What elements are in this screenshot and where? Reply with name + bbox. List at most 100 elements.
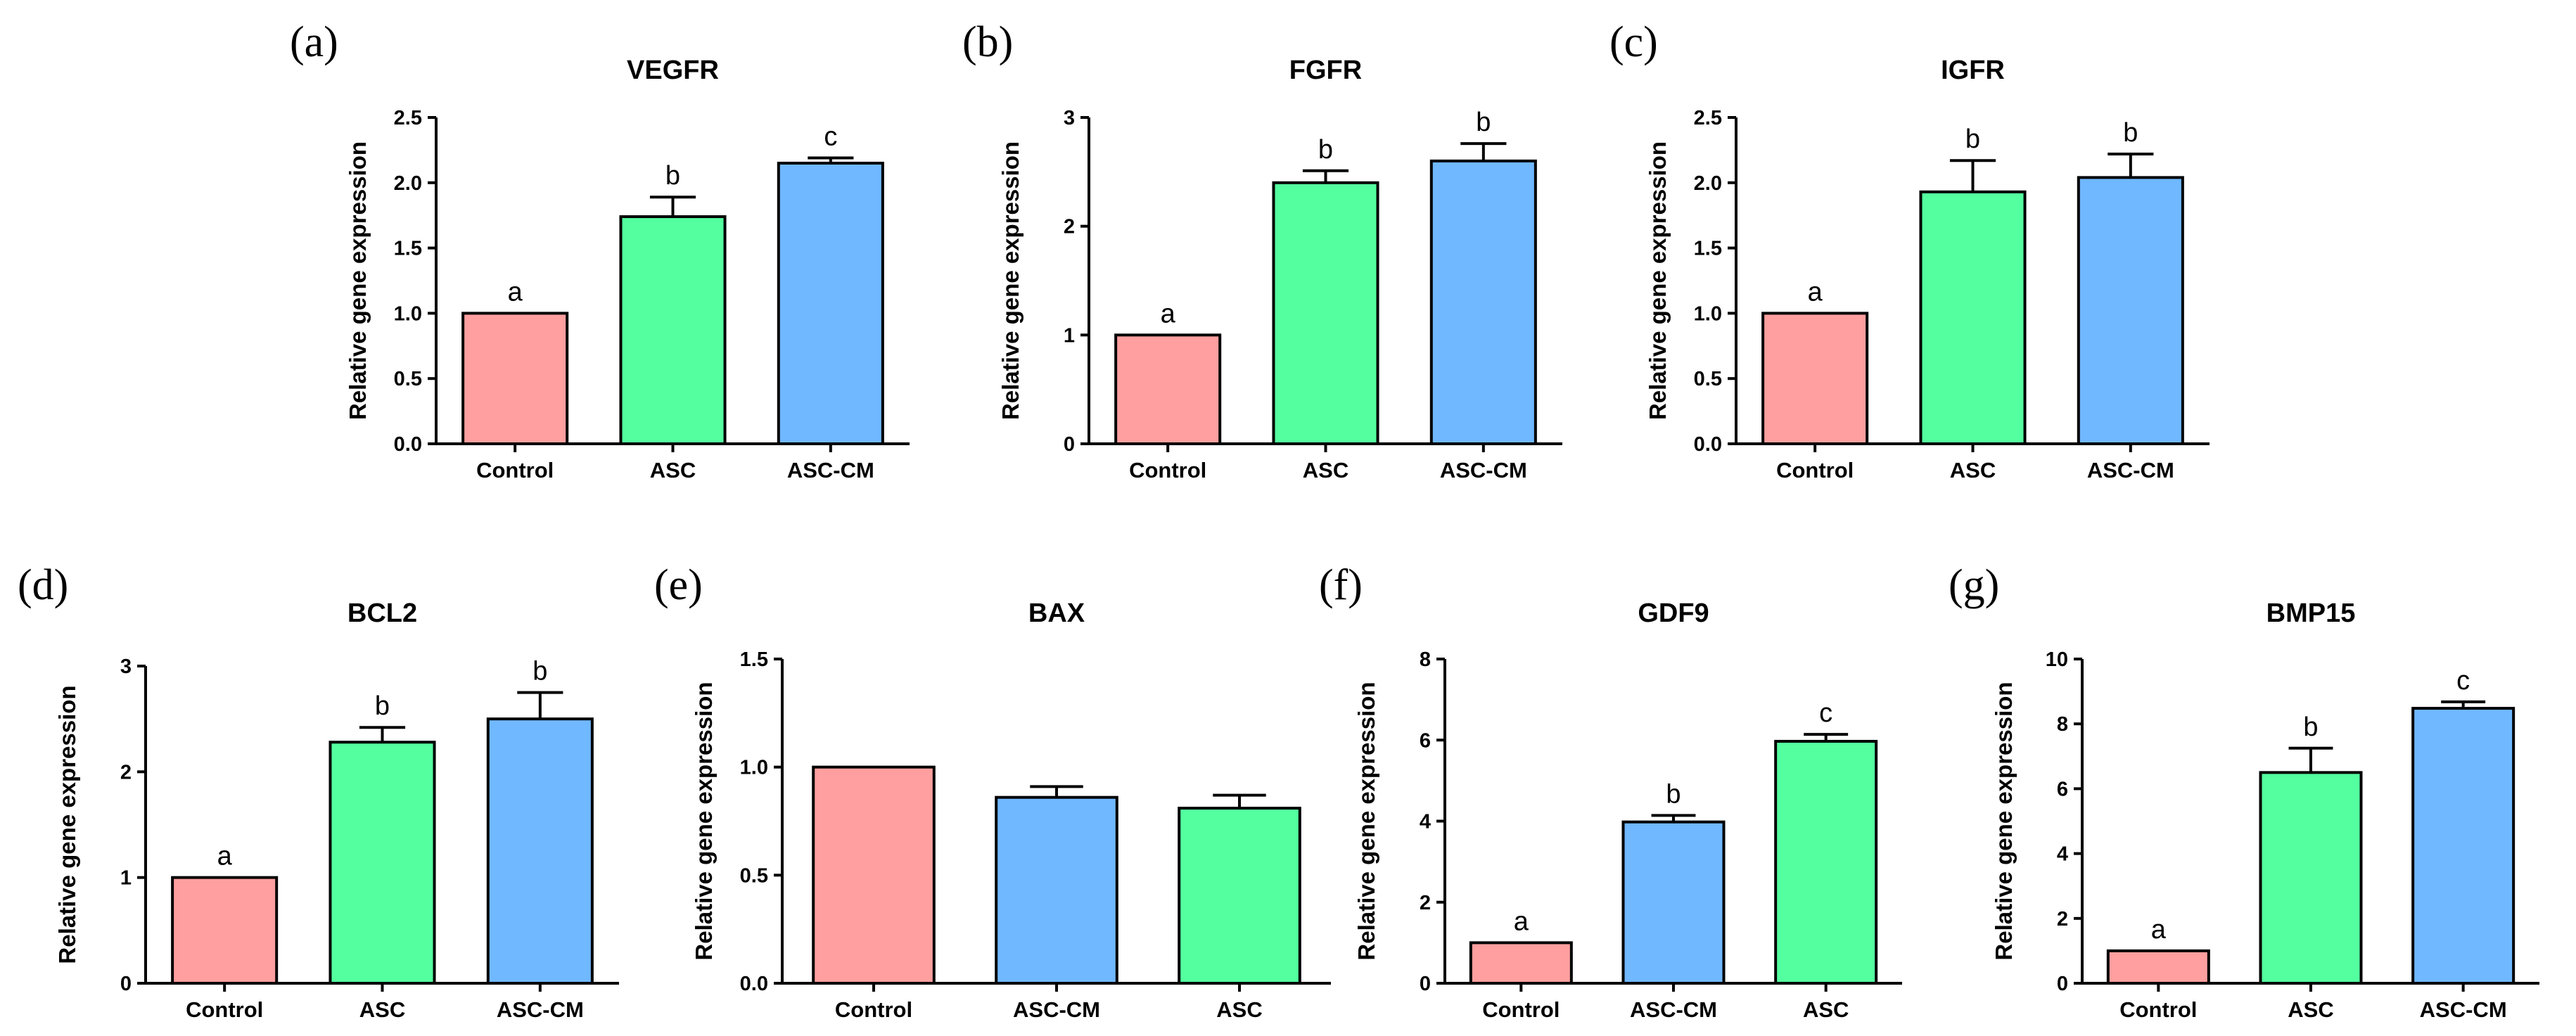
y-axis-label: Relative gene expression	[1353, 682, 1379, 960]
x-tick-label: ASC	[359, 997, 405, 1022]
y-tick-label: 2.5	[1694, 107, 1722, 129]
y-tick-label: 0.0	[394, 433, 422, 456]
x-tick-label: ASC	[1950, 458, 1996, 482]
chart-bmp15: (g) BMP15 Relative gene expression 0 2 4 6 8 10 a…	[1949, 561, 2539, 1022]
bar-asc	[1178, 807, 1301, 985]
significance-label: b	[665, 161, 680, 191]
bar-asc	[329, 741, 436, 985]
chart-bax: (e) BAX Relative gene expression 0.0 0.5 1.0 1…	[654, 561, 1331, 1022]
chart-title: IGFR	[1941, 56, 2005, 85]
bar-asc	[1774, 739, 1878, 985]
y-tick-label: 3	[120, 656, 132, 678]
significance-label: b	[533, 657, 547, 686]
significance-label: c	[824, 122, 837, 152]
x-tick-label: Control	[186, 997, 263, 1022]
bar-asc-cm	[777, 161, 884, 446]
x-tick-label: ASC-CM	[2087, 458, 2174, 482]
y-tick-label: 2	[2057, 908, 2068, 931]
y-axis-label: Relative gene expression	[997, 141, 1024, 420]
bar-asc-cm	[2077, 176, 2184, 445]
x-tick-label: ASC	[2288, 997, 2333, 1022]
panel-letter: (f)	[1319, 561, 1363, 609]
y-tick-label: 0	[120, 973, 132, 995]
y-tick-label: 6	[1420, 729, 1431, 752]
bar-asc-cm	[486, 717, 594, 985]
chart-fgfr: (b) FGFR Relative gene expression 0 1 2 3 a Cont…	[962, 18, 1562, 482]
panel-letter: (a)	[290, 18, 338, 66]
x-tick-label: ASC-CM	[1013, 997, 1100, 1022]
x-tick-label: Control	[835, 997, 912, 1022]
y-tick-label: 8	[2057, 713, 2068, 736]
chart-title: FGFR	[1289, 56, 1362, 85]
y-tick-label: 2.0	[394, 172, 422, 195]
y-tick-label: 6	[2057, 778, 2068, 800]
bar-asc	[1919, 190, 2027, 445]
bar-asc-cm	[1621, 820, 1726, 985]
y-axis-label: Relative gene expression	[1991, 682, 2017, 960]
chart-title: BMP15	[2266, 599, 2356, 628]
significance-label: b	[1965, 124, 1980, 154]
y-axis-label: Relative gene expression	[54, 685, 80, 964]
y-tick-label: 2	[120, 761, 132, 784]
y-tick-label: 1.0	[1694, 302, 1722, 325]
significance-label: a	[508, 277, 523, 307]
y-tick-label: 0.5	[1694, 368, 1722, 390]
bar-control	[812, 765, 936, 985]
x-tick-label: ASC-CM	[1630, 997, 1717, 1022]
chart-bcl2: (d) BCL2 Relative gene expression 0 1 2 3 a Cont…	[18, 561, 619, 1022]
y-tick-label: 8	[1420, 648, 1431, 671]
significance-label: b	[1666, 779, 1681, 809]
y-tick-label: 0.0	[1694, 433, 1722, 456]
panel-letter: (e)	[654, 561, 703, 609]
x-tick-label: ASC-CM	[1440, 458, 1527, 482]
significance-label: a	[2151, 915, 2167, 945]
chart-title: VEGFR	[627, 56, 719, 85]
y-tick-label: 0	[2057, 973, 2068, 995]
y-tick-label: 2	[1064, 216, 1075, 238]
y-tick-label: 0.0	[740, 973, 768, 995]
bar-control	[2106, 949, 2210, 985]
significance-label: a	[1161, 299, 1176, 328]
bar-control	[171, 876, 279, 985]
x-tick-label: Control	[1129, 458, 1206, 482]
y-tick-label: 1	[120, 867, 132, 890]
x-tick-label: ASC	[1216, 997, 1262, 1022]
significance-label: b	[2123, 118, 2138, 148]
bar-asc-cm	[995, 795, 1118, 985]
chart-title: BAX	[1028, 599, 1085, 628]
chart-title: BCL2	[347, 599, 417, 628]
panel-letter: (c)	[1609, 18, 1658, 66]
y-tick-label: 1.0	[740, 757, 768, 779]
significance-label: a	[1514, 907, 1529, 936]
chart-title: GDF9	[1638, 599, 1709, 628]
x-tick-label: ASC	[1803, 997, 1849, 1022]
y-tick-label: 0	[1420, 973, 1431, 995]
y-tick-label: 1.5	[394, 238, 422, 260]
panel-letter: (g)	[1949, 561, 1999, 609]
bar-asc-cm	[1429, 159, 1537, 445]
y-axis-label: Relative gene expression	[345, 141, 371, 420]
y-tick-label: 2	[1420, 892, 1431, 914]
significance-label: b	[1476, 108, 1491, 137]
y-tick-label: 2.5	[394, 107, 422, 129]
x-tick-label: Control	[476, 458, 554, 482]
y-tick-label: 1	[1064, 324, 1075, 347]
bar-control	[1761, 312, 1869, 445]
chart-vegfr: (a) VEGFR Relative gene expression 0.0 0.5 1.…	[290, 18, 910, 482]
y-axis-label: Relative gene expression	[691, 682, 717, 960]
y-tick-label: 0.5	[740, 864, 768, 887]
y-tick-label: 1.5	[1694, 238, 1722, 260]
x-tick-label: ASC	[650, 458, 696, 482]
x-tick-label: Control	[1776, 458, 1854, 482]
x-tick-label: ASC-CM	[2420, 997, 2507, 1022]
significance-label: b	[1318, 135, 1333, 165]
y-tick-label: 1.5	[740, 648, 768, 671]
bar-control	[1114, 333, 1222, 446]
bar-asc	[2259, 771, 2363, 985]
significance-label: c	[2456, 666, 2470, 696]
significance-label: b	[375, 691, 390, 721]
x-tick-label: Control	[1482, 997, 1560, 1022]
y-tick-label: 3	[1064, 107, 1075, 129]
x-tick-label: Control	[2119, 997, 2197, 1022]
